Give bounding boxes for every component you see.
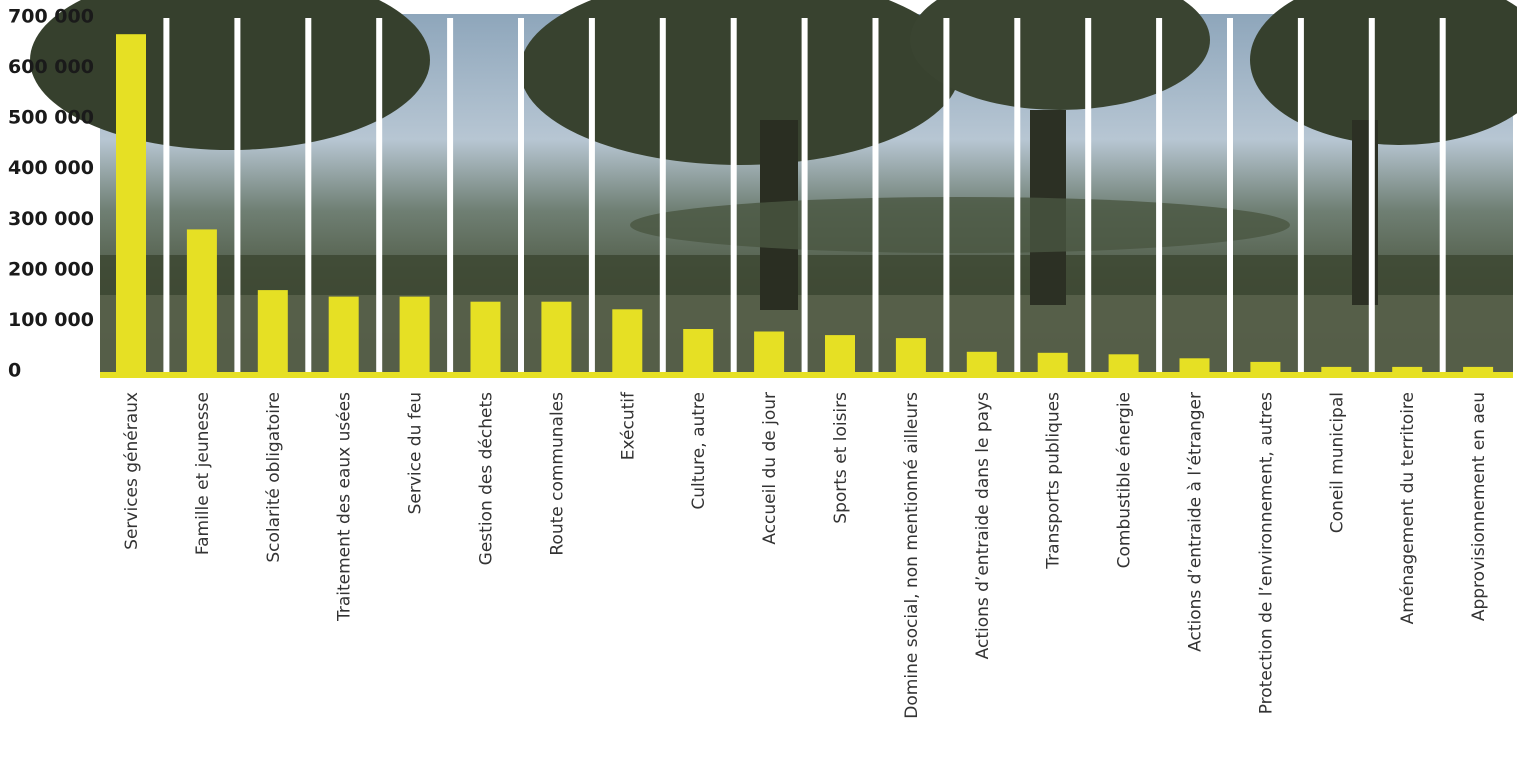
x-tick-label: Coneil municipal bbox=[1327, 392, 1347, 533]
landscape-background bbox=[30, 0, 1517, 372]
y-tick-label: 100 000 bbox=[8, 309, 94, 331]
y-axis: 0 100 000 200 000 300 000 400 000 500 000 600 … bbox=[8, 6, 94, 382]
bar bbox=[825, 335, 855, 372]
y-tick-label: 500 000 bbox=[8, 107, 94, 129]
bar bbox=[1108, 354, 1139, 372]
x-axis: Services généraux Famille et jeunesse Scol… bbox=[100, 372, 1513, 719]
separator-line bbox=[376, 18, 383, 372]
x-tick-label: Actions d’entraide à l’étranger bbox=[1186, 392, 1206, 652]
separator-line bbox=[447, 18, 454, 372]
bar bbox=[328, 296, 359, 372]
y-tick-label: 200 000 bbox=[8, 258, 94, 280]
bar bbox=[754, 331, 785, 372]
x-tick-label: Famille et jeunesse bbox=[193, 392, 213, 555]
bar bbox=[1392, 366, 1423, 372]
separator-line bbox=[305, 18, 312, 372]
bar bbox=[966, 351, 997, 372]
separator-line bbox=[1439, 18, 1446, 372]
bar bbox=[895, 338, 926, 372]
bar bbox=[1321, 366, 1352, 372]
bar bbox=[1179, 358, 1210, 372]
separator-line bbox=[1156, 18, 1163, 372]
tree-canopy-far-right bbox=[1250, 0, 1517, 145]
x-tick-label: Services généraux bbox=[122, 392, 142, 550]
x-tick-label: Sports et loisirs bbox=[831, 392, 851, 524]
separator-line bbox=[1014, 18, 1021, 372]
x-tick-label: Culture, autre bbox=[689, 392, 709, 510]
y-tick-label: 600 000 bbox=[8, 56, 94, 78]
separator-line bbox=[1297, 18, 1304, 372]
bars bbox=[116, 34, 1494, 372]
bar bbox=[541, 301, 572, 372]
bar bbox=[683, 329, 714, 372]
y-tick-label: 700 000 bbox=[8, 6, 94, 28]
separator-line bbox=[1227, 18, 1233, 372]
bar bbox=[612, 309, 643, 372]
bar bbox=[186, 229, 217, 372]
bar bbox=[1037, 352, 1068, 372]
y-tick-label: 0 bbox=[8, 360, 21, 382]
separator-line bbox=[872, 18, 879, 372]
x-tick-label: Combustible énergie bbox=[1115, 392, 1135, 568]
separator-line bbox=[1085, 18, 1092, 372]
tree-canopy-right bbox=[910, 0, 1210, 110]
x-tick-label: Domine social, non mentionné ailleurs bbox=[902, 392, 922, 719]
tree-canopy-center bbox=[520, 0, 960, 165]
x-tick-label: Scolarité obligatoire bbox=[264, 392, 284, 563]
x-tick-label: Gestion des déchets bbox=[477, 392, 497, 565]
x-axis-baseline bbox=[100, 372, 1513, 378]
x-tick-label: Route communales bbox=[547, 392, 567, 556]
bar bbox=[116, 34, 146, 372]
bar bbox=[1463, 366, 1494, 372]
x-tick-label: Aménagement du territoire bbox=[1398, 392, 1418, 624]
x-tick-label: Service du feu bbox=[406, 392, 426, 514]
x-tick-label: Accueil du de jour bbox=[760, 392, 780, 545]
bar bbox=[470, 301, 501, 372]
separator-line bbox=[730, 18, 737, 372]
x-tick-label: Approvisionnement en aeu bbox=[1469, 392, 1489, 621]
x-tick-label: Traitement des eaux usées bbox=[335, 392, 355, 622]
separator-line bbox=[163, 18, 170, 372]
separator-line bbox=[518, 18, 524, 372]
x-tick-label: Actions d’entraide dans le pays bbox=[973, 392, 993, 659]
x-tick-label: Protection de l’environnement, autres bbox=[1256, 392, 1276, 714]
column-separators bbox=[163, 18, 1446, 372]
distant-trees bbox=[630, 197, 1290, 253]
separator-line bbox=[234, 18, 241, 372]
separator-line bbox=[588, 18, 595, 372]
bar bbox=[399, 296, 430, 372]
separator-line bbox=[943, 18, 950, 372]
bar bbox=[1250, 361, 1281, 372]
x-tick-label: Transports publiques bbox=[1044, 392, 1064, 570]
separator-line bbox=[1368, 18, 1375, 372]
y-tick-label: 400 000 bbox=[8, 157, 94, 179]
separator-line bbox=[801, 18, 808, 372]
bar bbox=[257, 290, 288, 372]
separator-line bbox=[659, 18, 666, 372]
y-tick-label: 300 000 bbox=[8, 208, 94, 230]
x-tick-label: Exécutif bbox=[618, 391, 638, 460]
